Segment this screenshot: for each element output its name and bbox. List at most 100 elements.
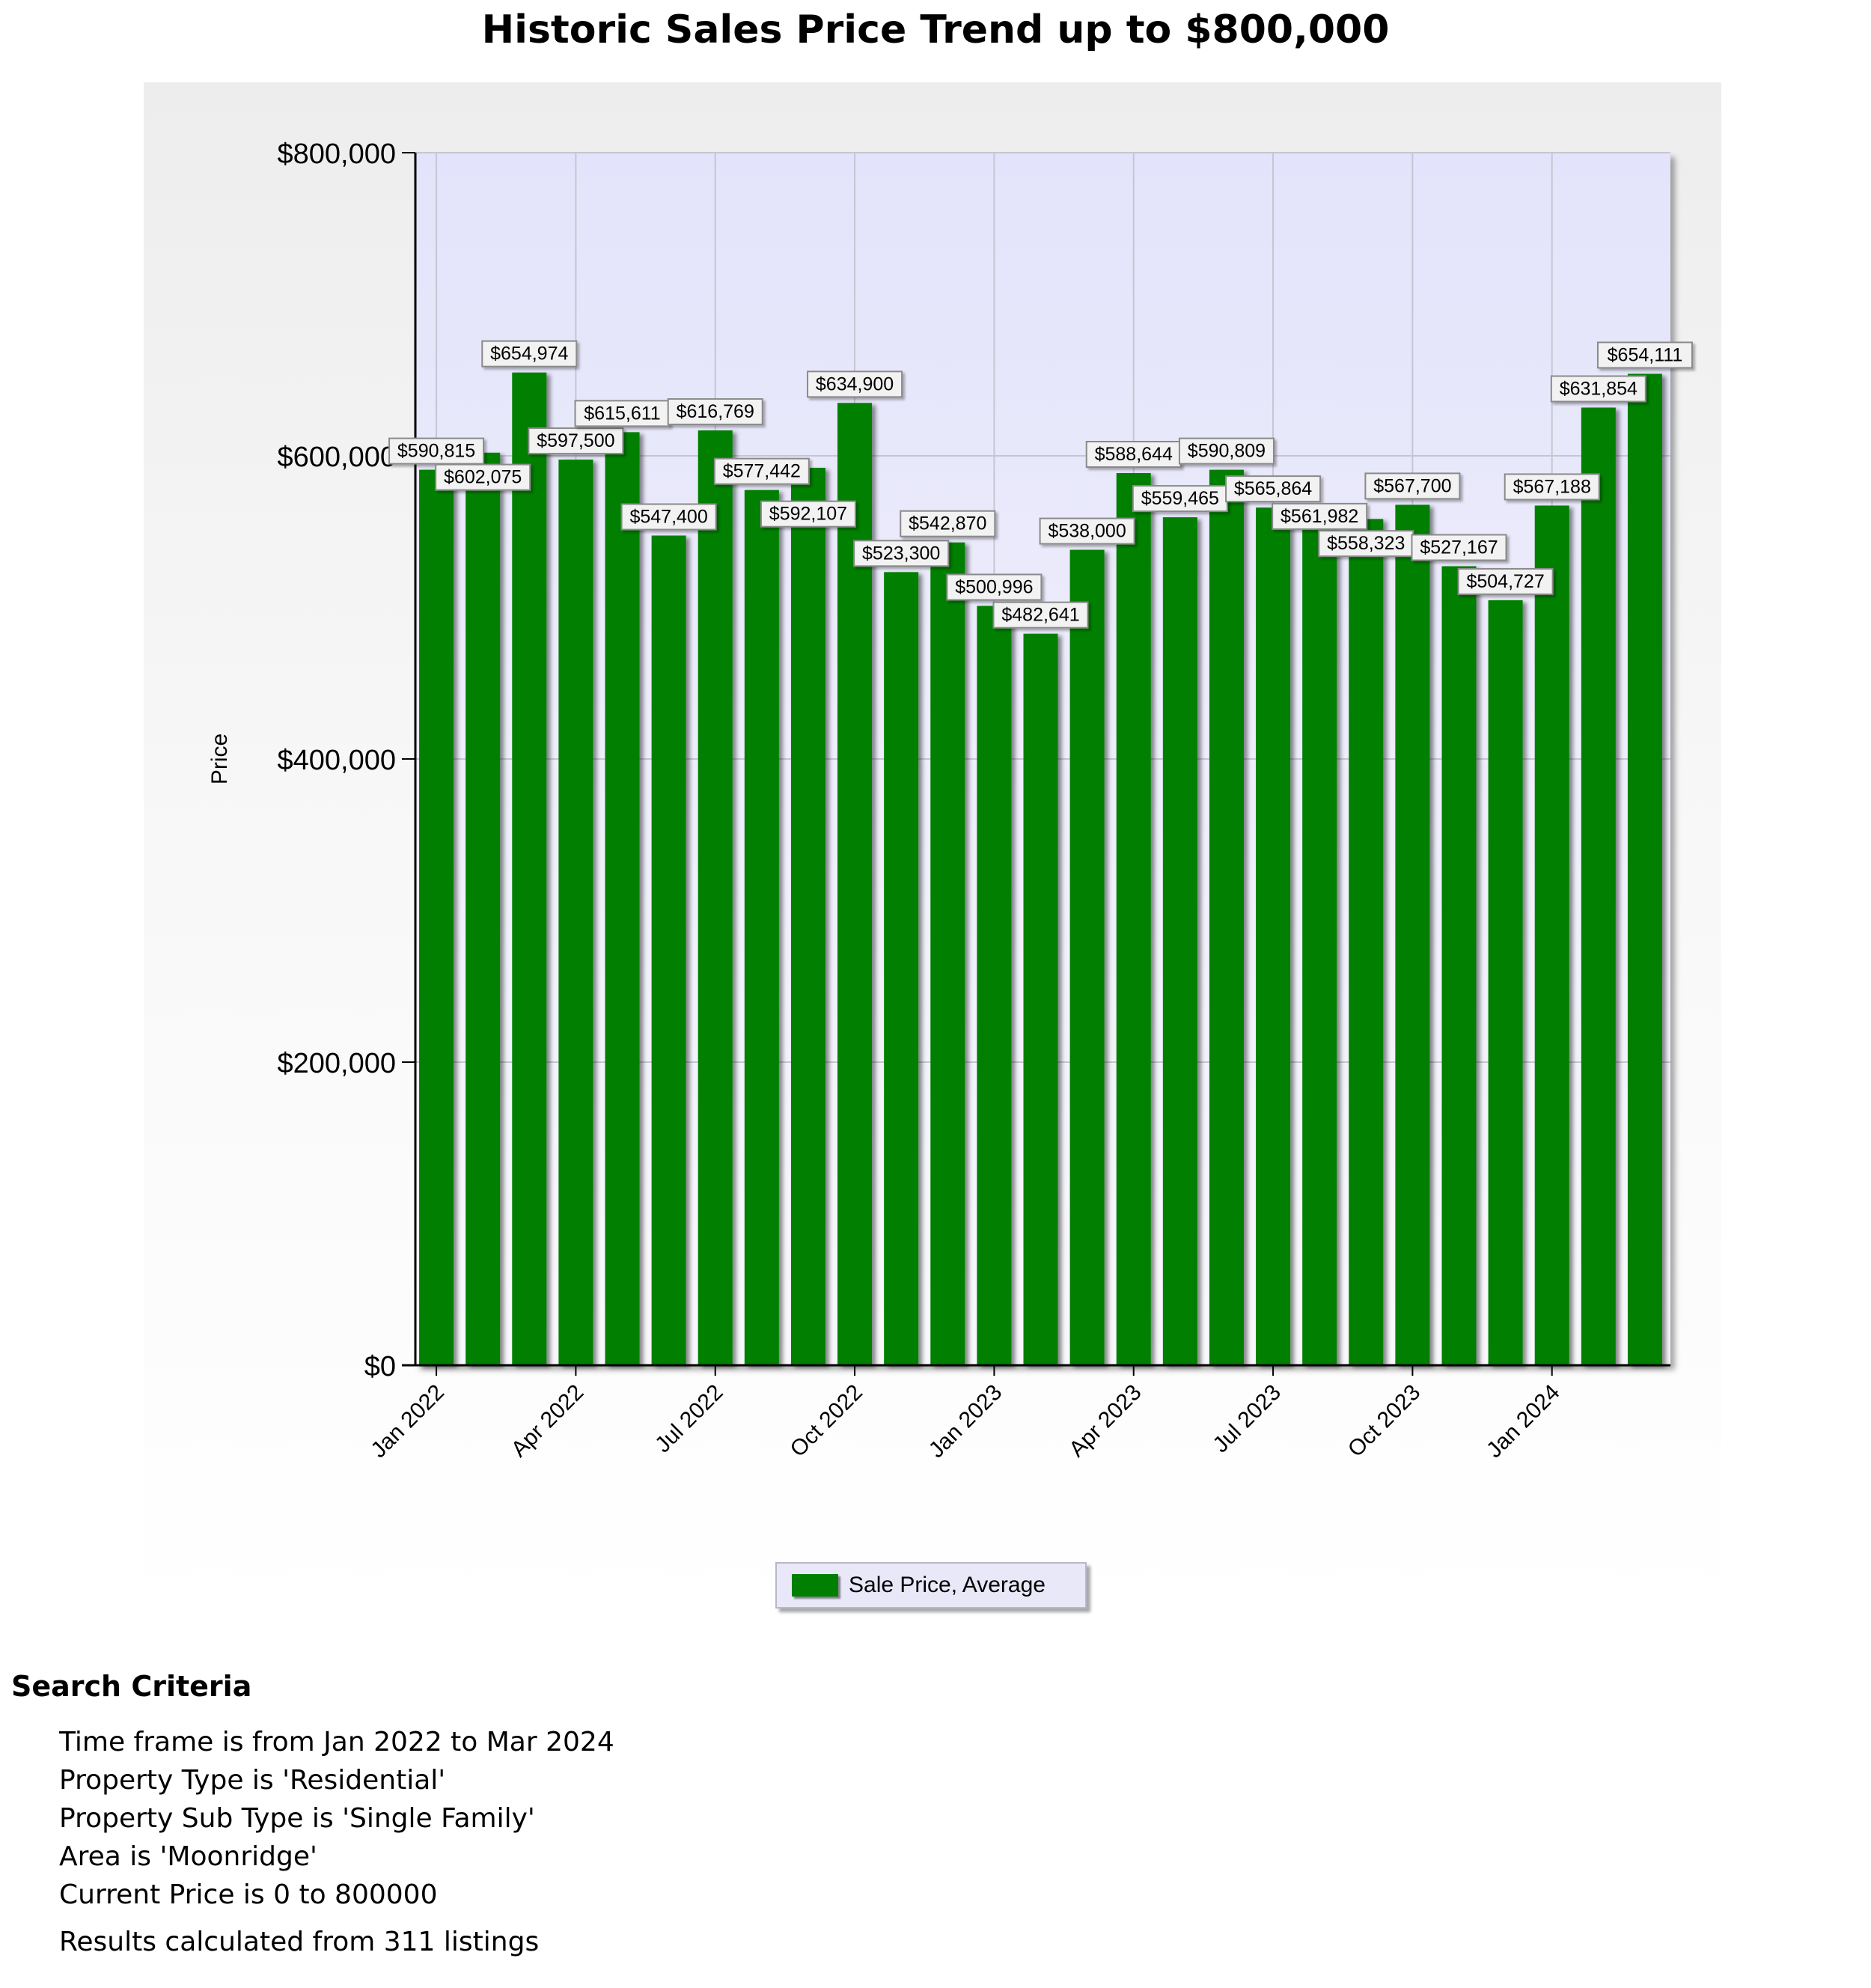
data-label-text: $527,167 bbox=[1420, 537, 1498, 558]
data-label-box bbox=[1504, 473, 1600, 501]
data-label: $592,107 bbox=[760, 500, 856, 528]
data-label: $634,900 bbox=[807, 371, 903, 398]
data-label: $597,500 bbox=[528, 427, 624, 455]
criteria-item: Property Type is 'Residential' bbox=[59, 1765, 446, 1796]
y-tick-label: $0 bbox=[364, 1351, 396, 1382]
data-label: $616,769 bbox=[667, 398, 763, 426]
data-label-text: $482,641 bbox=[1001, 605, 1079, 626]
data-labels: $590,815 $602,075 $654,974 $597,500 $615,611… bbox=[388, 340, 1693, 629]
data-label-box bbox=[528, 427, 624, 455]
data-label-box bbox=[667, 398, 763, 426]
data-label-box bbox=[481, 340, 578, 368]
data-label-box bbox=[713, 457, 810, 485]
data-label-box bbox=[1457, 567, 1554, 595]
data-label: $547,400 bbox=[620, 503, 717, 531]
bar bbox=[512, 372, 547, 1366]
bars bbox=[419, 372, 1662, 1366]
x-tick-label: Jul 2023 bbox=[1208, 1380, 1286, 1458]
data-label-box bbox=[1550, 375, 1646, 403]
x-tick-labels: Jan 2022 Apr 2022 Jul 2022 Oct 2022 Jan 2023… bbox=[366, 1380, 1564, 1463]
data-label: $561,982 bbox=[1272, 502, 1368, 530]
bar bbox=[744, 490, 779, 1365]
y-tick-label: $800,000 bbox=[278, 138, 397, 170]
x-tick-label: Jul 2022 bbox=[650, 1380, 728, 1458]
data-label-box bbox=[807, 371, 903, 398]
data-label-box bbox=[574, 400, 671, 427]
bar bbox=[1023, 633, 1058, 1365]
x-tick-label: Oct 2022 bbox=[786, 1380, 867, 1462]
bar bbox=[419, 469, 454, 1365]
data-label-text: $588,644 bbox=[1095, 444, 1173, 465]
bar bbox=[1209, 469, 1244, 1365]
data-label-box bbox=[435, 463, 531, 491]
data-label-text: $654,974 bbox=[490, 344, 568, 365]
data-label-box bbox=[992, 601, 1089, 629]
chart-title: Historic Sales Price Trend up to $800,00… bbox=[481, 7, 1390, 52]
y-axis-label: Price bbox=[207, 734, 232, 784]
data-label-text: $547,400 bbox=[629, 507, 707, 528]
bar bbox=[1116, 472, 1151, 1366]
data-label-text: $567,700 bbox=[1373, 475, 1451, 496]
data-label-box bbox=[1178, 437, 1275, 465]
data-label: $567,188 bbox=[1504, 473, 1600, 501]
bar bbox=[790, 467, 825, 1365]
data-label: $588,644 bbox=[1085, 440, 1182, 468]
bar bbox=[1627, 373, 1662, 1365]
data-label: $542,870 bbox=[900, 510, 996, 537]
data-label-text: $590,815 bbox=[397, 441, 475, 462]
data-label-text: $602,075 bbox=[444, 467, 522, 488]
data-label-text: $631,854 bbox=[1560, 378, 1637, 399]
bar bbox=[698, 430, 733, 1366]
bar bbox=[466, 452, 501, 1365]
bar-chart: $0 $200,000 $400,000 $600,000 $800,000 Jan 2… bbox=[207, 138, 1693, 1463]
data-label-box bbox=[1132, 485, 1228, 513]
bar bbox=[1349, 519, 1384, 1365]
chart-legend: Sale Price, Average bbox=[775, 1562, 1087, 1609]
bar bbox=[1581, 407, 1616, 1365]
data-label-text: $577,442 bbox=[723, 461, 801, 482]
data-label-text: $597,500 bbox=[537, 430, 614, 451]
data-label-text: $654,111 bbox=[1608, 344, 1683, 365]
data-label: $567,700 bbox=[1364, 472, 1461, 500]
data-label-box bbox=[1411, 534, 1507, 561]
criteria-results: Results calculated from 311 listings bbox=[59, 1927, 540, 1957]
criteria-item: Property Sub Type is 'Single Family' bbox=[59, 1803, 535, 1834]
data-label-text: $590,809 bbox=[1188, 441, 1266, 462]
criteria-heading: Search Criteria bbox=[11, 1670, 252, 1703]
bar bbox=[1395, 504, 1430, 1365]
bar bbox=[1162, 517, 1197, 1365]
bar bbox=[605, 432, 640, 1365]
x-tick-label: Jan 2022 bbox=[366, 1380, 449, 1463]
chart-panel: $0 $200,000 $400,000 $600,000 $800,000 Jan 2… bbox=[144, 82, 1721, 1612]
bar bbox=[1302, 513, 1337, 1365]
bar bbox=[558, 460, 593, 1365]
data-label-box bbox=[1318, 530, 1414, 558]
data-label-text: $538,000 bbox=[1048, 521, 1126, 542]
data-label: $559,465 bbox=[1132, 485, 1228, 513]
x-tick-label: Apr 2022 bbox=[507, 1380, 588, 1462]
data-label-box bbox=[760, 500, 856, 528]
data-label: $504,727 bbox=[1457, 567, 1554, 595]
data-label: $538,000 bbox=[1039, 517, 1135, 545]
legend-swatch bbox=[792, 1574, 838, 1597]
x-tick-label: Apr 2023 bbox=[1064, 1380, 1146, 1462]
data-label-text: $561,982 bbox=[1281, 506, 1358, 527]
data-label: $615,611 bbox=[574, 400, 671, 427]
y-tick-labels: $0 $200,000 $400,000 $600,000 $800,000 bbox=[278, 138, 397, 1382]
bar bbox=[1069, 549, 1105, 1365]
data-label-text: $504,727 bbox=[1466, 571, 1544, 592]
data-label-box bbox=[1085, 440, 1182, 468]
data-label: $590,815 bbox=[388, 437, 485, 465]
data-label-box bbox=[1272, 502, 1368, 530]
data-label: $565,864 bbox=[1225, 475, 1322, 503]
data-label: $654,111 bbox=[1596, 341, 1693, 369]
criteria-item: Current Price is 0 to 800000 bbox=[59, 1879, 438, 1910]
data-label-box bbox=[1596, 341, 1693, 369]
data-label-box bbox=[620, 503, 717, 531]
data-label-box bbox=[946, 573, 1043, 601]
data-label-box bbox=[1039, 517, 1135, 545]
data-label: $482,641 bbox=[992, 601, 1089, 629]
data-label: $523,300 bbox=[853, 540, 950, 567]
data-label: $577,442 bbox=[713, 457, 810, 485]
data-label-text: $558,323 bbox=[1327, 533, 1405, 554]
